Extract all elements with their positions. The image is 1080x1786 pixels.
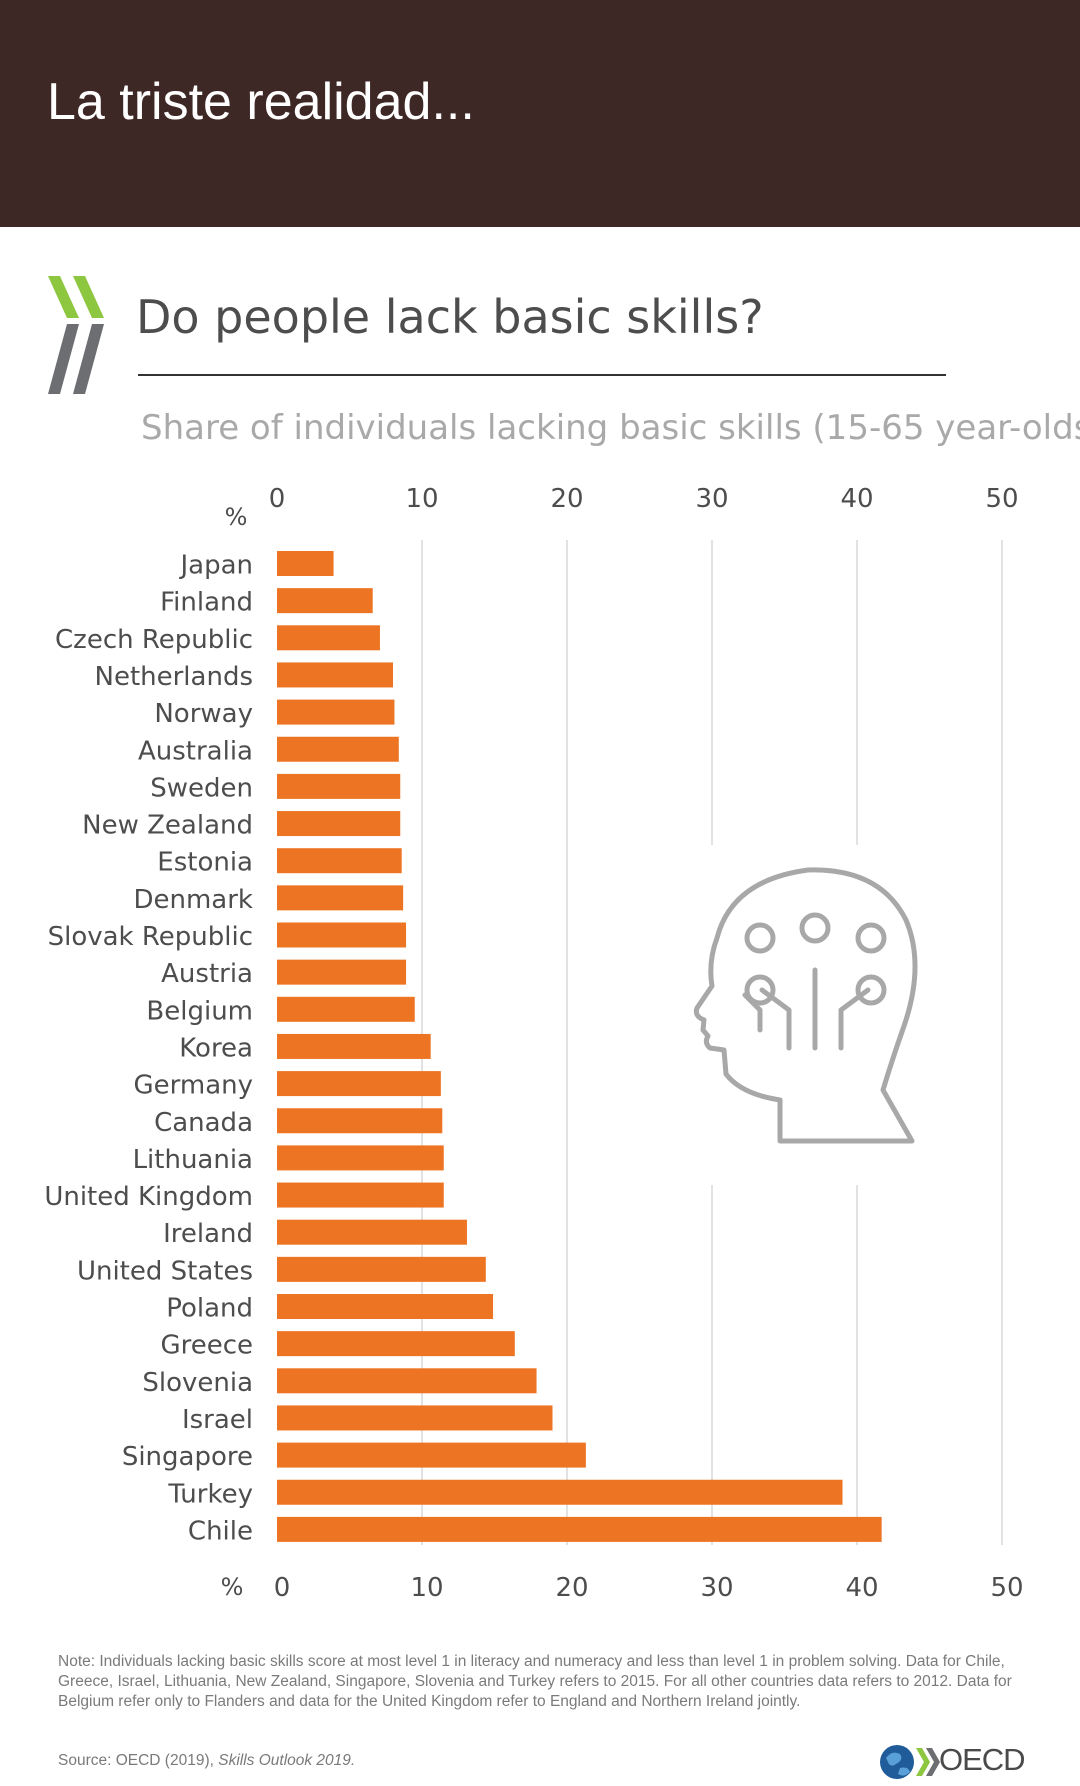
bar xyxy=(277,1145,444,1171)
bar xyxy=(277,1442,586,1468)
category-label: New Zealand xyxy=(82,811,253,841)
bottom-tick-label: 40 xyxy=(845,1573,878,1603)
category-label: Germany xyxy=(133,1071,253,1101)
bar xyxy=(277,922,407,948)
oecd-logo: OECD xyxy=(878,1740,1038,1784)
category-label: Poland xyxy=(166,1294,253,1324)
bar xyxy=(277,1182,444,1208)
category-label: Israel xyxy=(182,1405,253,1435)
header-banner: La triste realidad... xyxy=(0,0,1080,227)
illustration-backdrop xyxy=(660,845,990,1185)
category-label: Korea xyxy=(179,1033,253,1063)
bar xyxy=(277,1368,537,1394)
bar xyxy=(277,1294,494,1319)
category-label: Czech Republic xyxy=(55,625,253,655)
category-label: Slovenia xyxy=(142,1368,253,1398)
bar xyxy=(277,1479,843,1505)
category-label: Austria xyxy=(161,959,253,989)
category-label: United States xyxy=(77,1256,253,1286)
bar xyxy=(277,1256,486,1282)
chart-note: Note: Individuals lacking basic skills s… xyxy=(58,1653,1012,1710)
bar xyxy=(277,885,404,911)
bar xyxy=(277,848,402,874)
category-label: Finland xyxy=(160,588,253,618)
bar xyxy=(277,1331,515,1357)
bar xyxy=(277,699,395,725)
top-tick-label: 0 xyxy=(269,484,286,514)
category-label: Estonia xyxy=(157,848,253,878)
head-circuit-icon xyxy=(693,867,918,1144)
bar xyxy=(277,1071,441,1097)
bar xyxy=(277,773,401,799)
bar xyxy=(277,625,380,651)
bottom-tick-label: 0 xyxy=(274,1573,291,1603)
source-publication: Skills Outlook 2019. xyxy=(218,1752,356,1769)
category-label: United Kingdom xyxy=(44,1182,253,1212)
chart-source: Source: OECD (2019), Skills Outlook 2019… xyxy=(58,1752,355,1770)
oecd-logo-text: OECD xyxy=(939,1742,1026,1777)
top-tick-label: 30 xyxy=(695,484,728,514)
title-divider xyxy=(138,374,946,376)
bottom-tick-label: 30 xyxy=(700,1573,733,1603)
category-label: Greece xyxy=(160,1331,253,1361)
bar xyxy=(277,588,373,614)
category-label: Belgium xyxy=(146,996,253,1026)
top-tick-label: 50 xyxy=(985,484,1018,514)
top-tick-label: 20 xyxy=(550,484,583,514)
category-label: Turkey xyxy=(167,1479,253,1509)
bottom-tick-label: 50 xyxy=(990,1573,1023,1603)
category-label: Denmark xyxy=(133,885,253,915)
bar xyxy=(277,1219,467,1245)
bottom-tick-label: 20 xyxy=(555,1573,588,1603)
category-label: Canada xyxy=(154,1108,253,1138)
bottom-tick-label: 10 xyxy=(410,1573,443,1603)
axis-unit-label-top: % xyxy=(225,503,248,531)
category-label: Japan xyxy=(178,551,253,581)
category-label: Norway xyxy=(154,699,253,729)
bar xyxy=(277,551,334,576)
chart-title: Do people lack basic skills? xyxy=(136,290,764,344)
top-tick-label: 40 xyxy=(840,484,873,514)
category-label: Netherlands xyxy=(95,662,254,692)
bar xyxy=(277,736,399,762)
bar xyxy=(277,959,407,985)
category-label: Ireland xyxy=(163,1219,253,1249)
bar xyxy=(277,996,415,1022)
bar xyxy=(277,662,393,688)
axis-unit-label-bottom: % xyxy=(221,1573,244,1601)
bar xyxy=(277,1516,882,1542)
chart-subtitle: Share of individuals lacking basic skill… xyxy=(141,408,1080,448)
category-label: Chile xyxy=(188,1516,253,1546)
bar xyxy=(277,1405,553,1431)
category-label: Lithuania xyxy=(133,1145,253,1175)
top-tick-label: 10 xyxy=(405,484,438,514)
bar-chart: Japan Finland Czech Republic Netherlands Nor… xyxy=(44,484,1023,1603)
category-label: Singapore xyxy=(122,1442,253,1472)
bar xyxy=(277,1108,443,1134)
category-label: Sweden xyxy=(150,773,253,803)
category-label: Slovak Republic xyxy=(48,922,253,952)
oecd-globe-icon xyxy=(880,1745,940,1779)
bar xyxy=(277,1033,431,1059)
source-prefix: Source: OECD (2019), xyxy=(58,1752,219,1769)
oecd-chevrons-icon xyxy=(48,276,104,394)
header-title: La triste realidad... xyxy=(47,73,475,131)
bar xyxy=(277,811,401,837)
category-label: Australia xyxy=(138,736,253,766)
